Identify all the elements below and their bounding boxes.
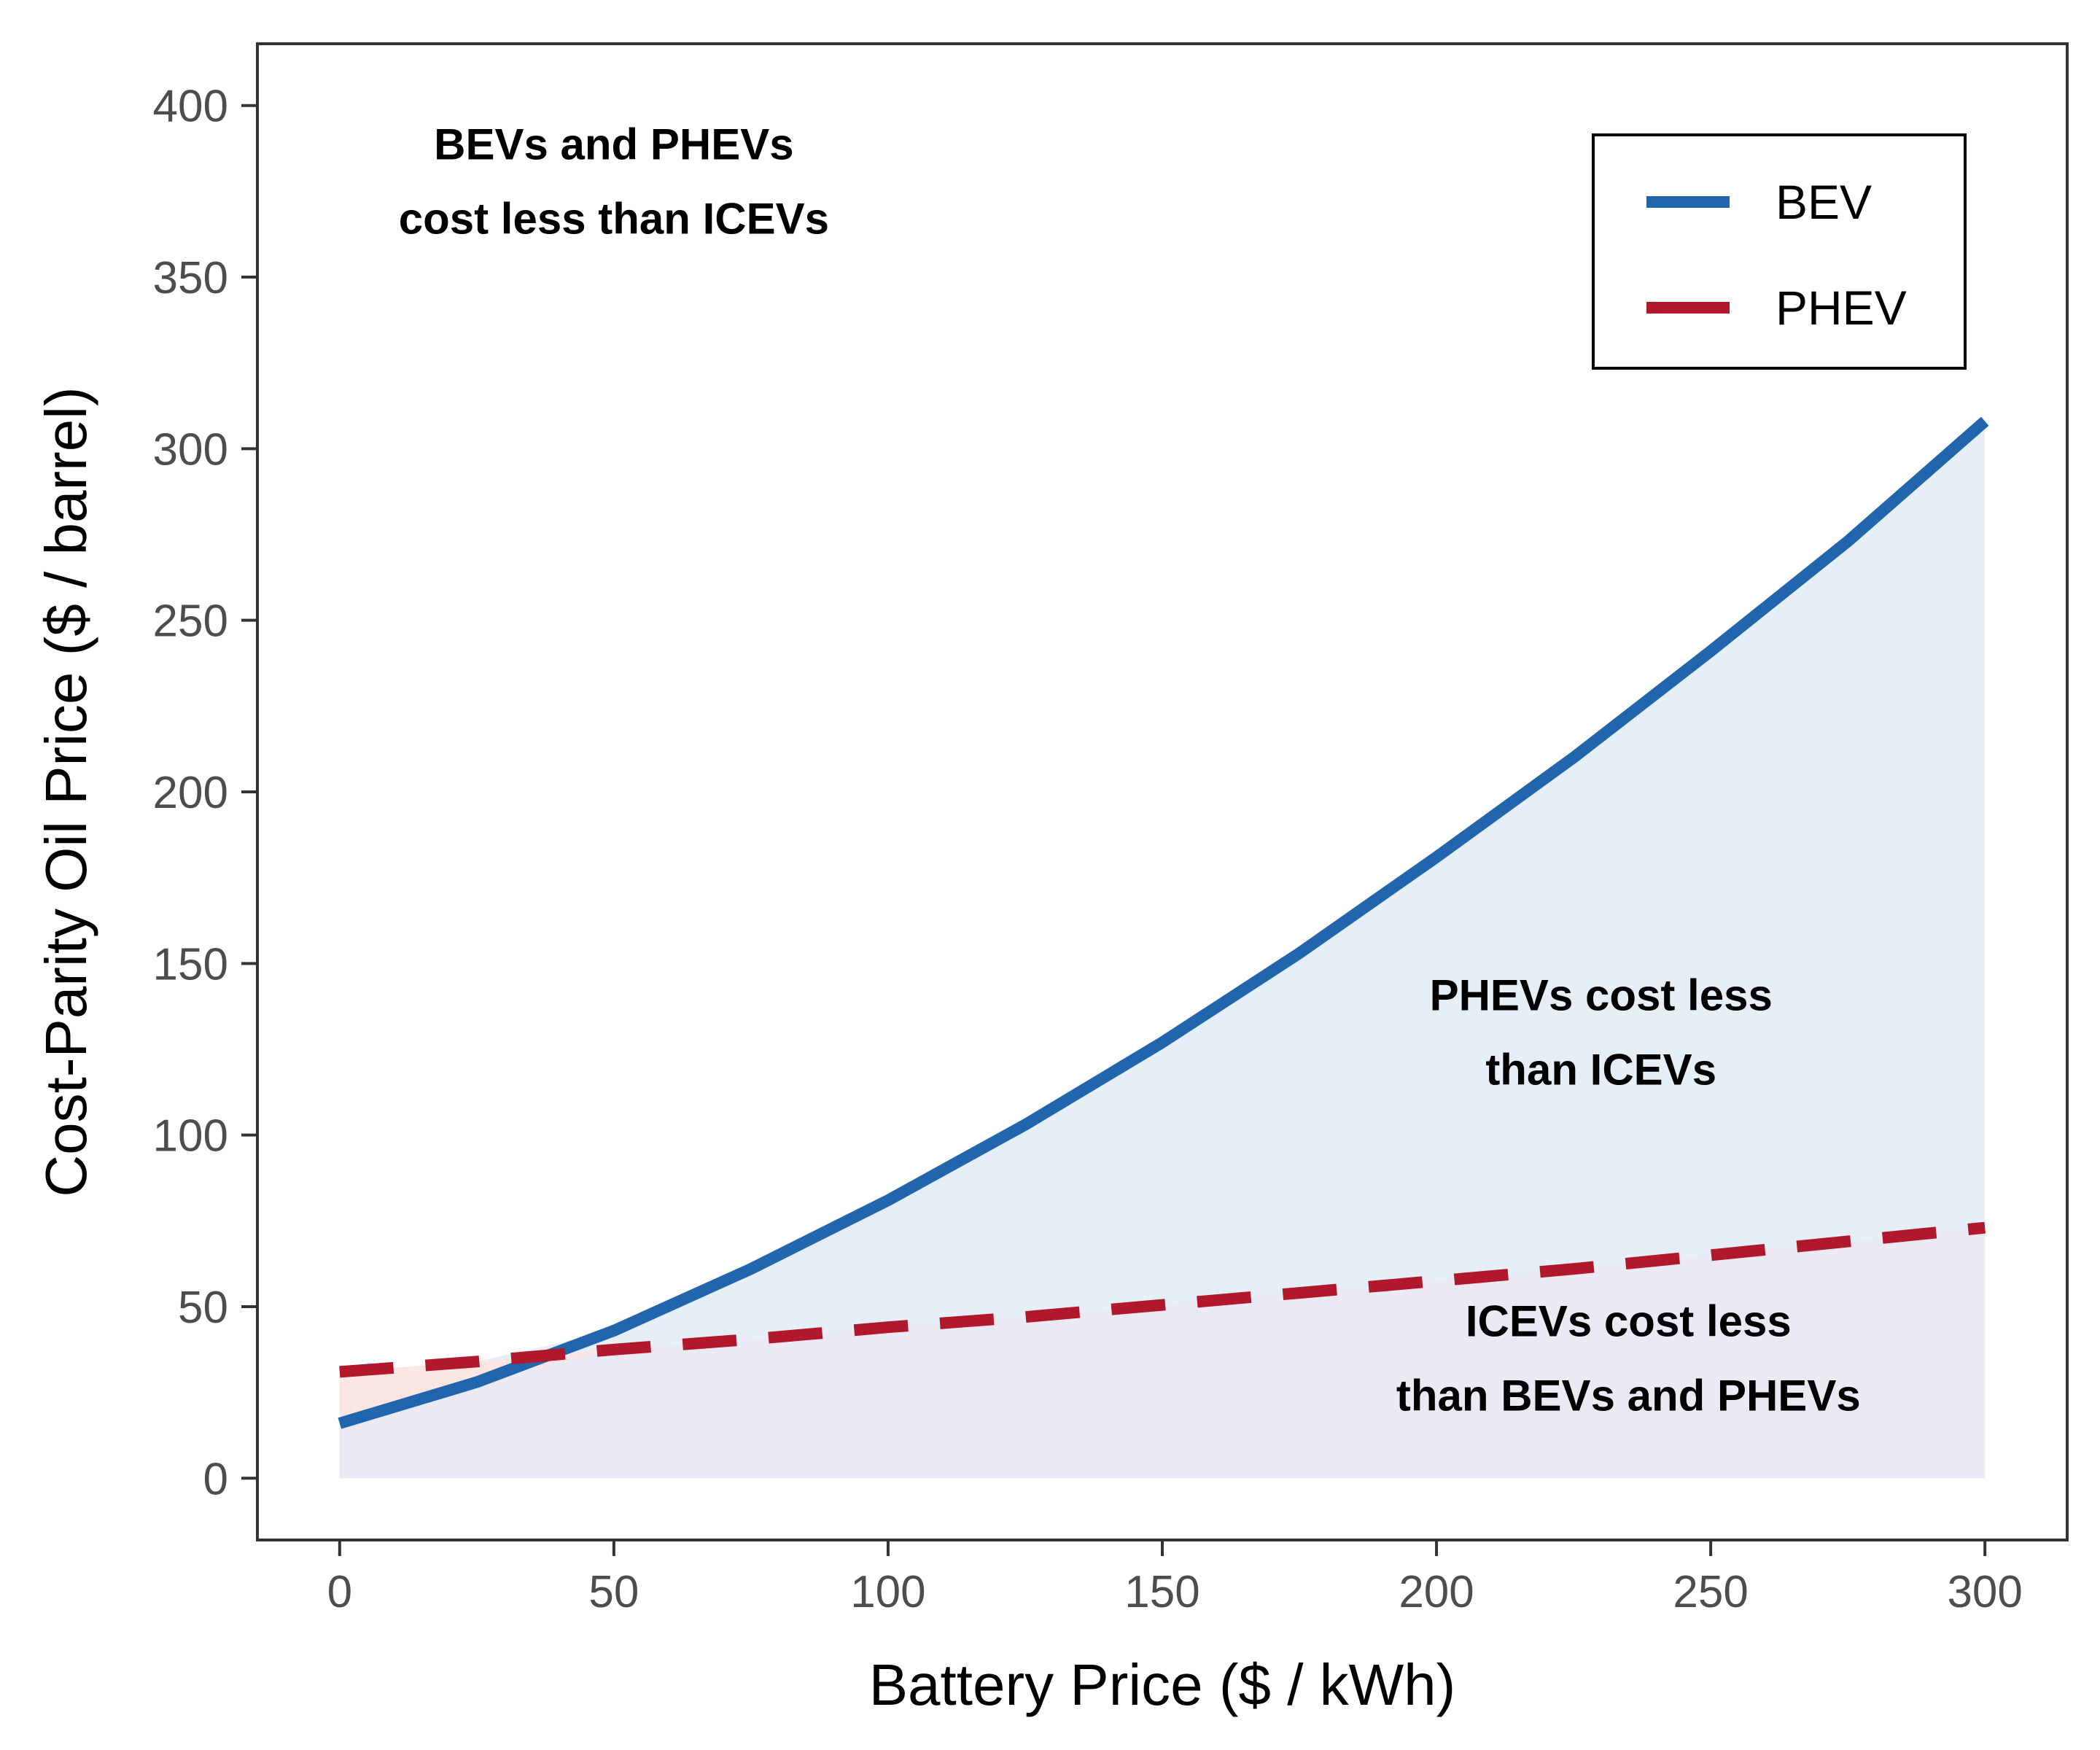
- x-tick-label: 100: [850, 1567, 925, 1617]
- x-tick-label: 250: [1673, 1567, 1748, 1617]
- x-axis: 0 50 100 150 200 250 300: [327, 1540, 2023, 1617]
- region-label-1: PHEVs cost less: [1430, 971, 1773, 1019]
- y-tick-label: 250: [153, 596, 228, 647]
- bev-region-fill: [339, 421, 1986, 1479]
- x-tick-label: 0: [327, 1567, 352, 1617]
- y-tick-label: 300: [153, 424, 228, 475]
- legend-label-bev: BEV: [1776, 175, 1872, 229]
- region-label-2: ICEVs cost less: [1466, 1297, 1792, 1346]
- legend-box: [1592, 133, 1967, 370]
- x-tick-label: 300: [1947, 1567, 2022, 1617]
- series-lines: [338, 416, 1989, 1429]
- legend: BEV PHEV: [1592, 133, 1967, 370]
- y-tick-label: 350: [153, 253, 228, 303]
- y-tick-label: 150: [153, 939, 228, 989]
- region-label-1: than ICEVs: [1485, 1045, 1716, 1094]
- y-tick-label: 200: [153, 768, 228, 818]
- y-axis-title: Cost-Parity Oil Price ($ / barrel): [34, 386, 98, 1197]
- region-labels: BEVs and PHEVs cost less than ICEVs PHEVs …: [399, 120, 1861, 1420]
- region-fills: [339, 421, 1986, 1479]
- y-axis: 0 50 100 150 200 250 300 350 400: [153, 82, 257, 1504]
- y-tick-label: 400: [153, 82, 228, 132]
- x-tick-label: 200: [1399, 1567, 1474, 1617]
- y-tick-label: 0: [203, 1454, 228, 1504]
- x-axis-title: Battery Price ($ / kWh): [869, 1652, 1456, 1717]
- series-line-bev: [338, 416, 1989, 1429]
- x-tick-label: 150: [1124, 1567, 1199, 1617]
- y-tick-label: 100: [153, 1111, 228, 1162]
- region-label-0: cost less than ICEVs: [399, 194, 829, 243]
- legend-label-phev: PHEV: [1776, 281, 1907, 335]
- icev-region-fill: [339, 1227, 1986, 1479]
- x-tick-label: 50: [588, 1567, 639, 1617]
- region-label-0: BEVs and PHEVs: [434, 120, 794, 168]
- region-label-2: than BEVs and PHEVs: [1396, 1372, 1861, 1420]
- y-tick-label: 50: [178, 1283, 228, 1333]
- series-line-phev: [339, 1221, 1986, 1378]
